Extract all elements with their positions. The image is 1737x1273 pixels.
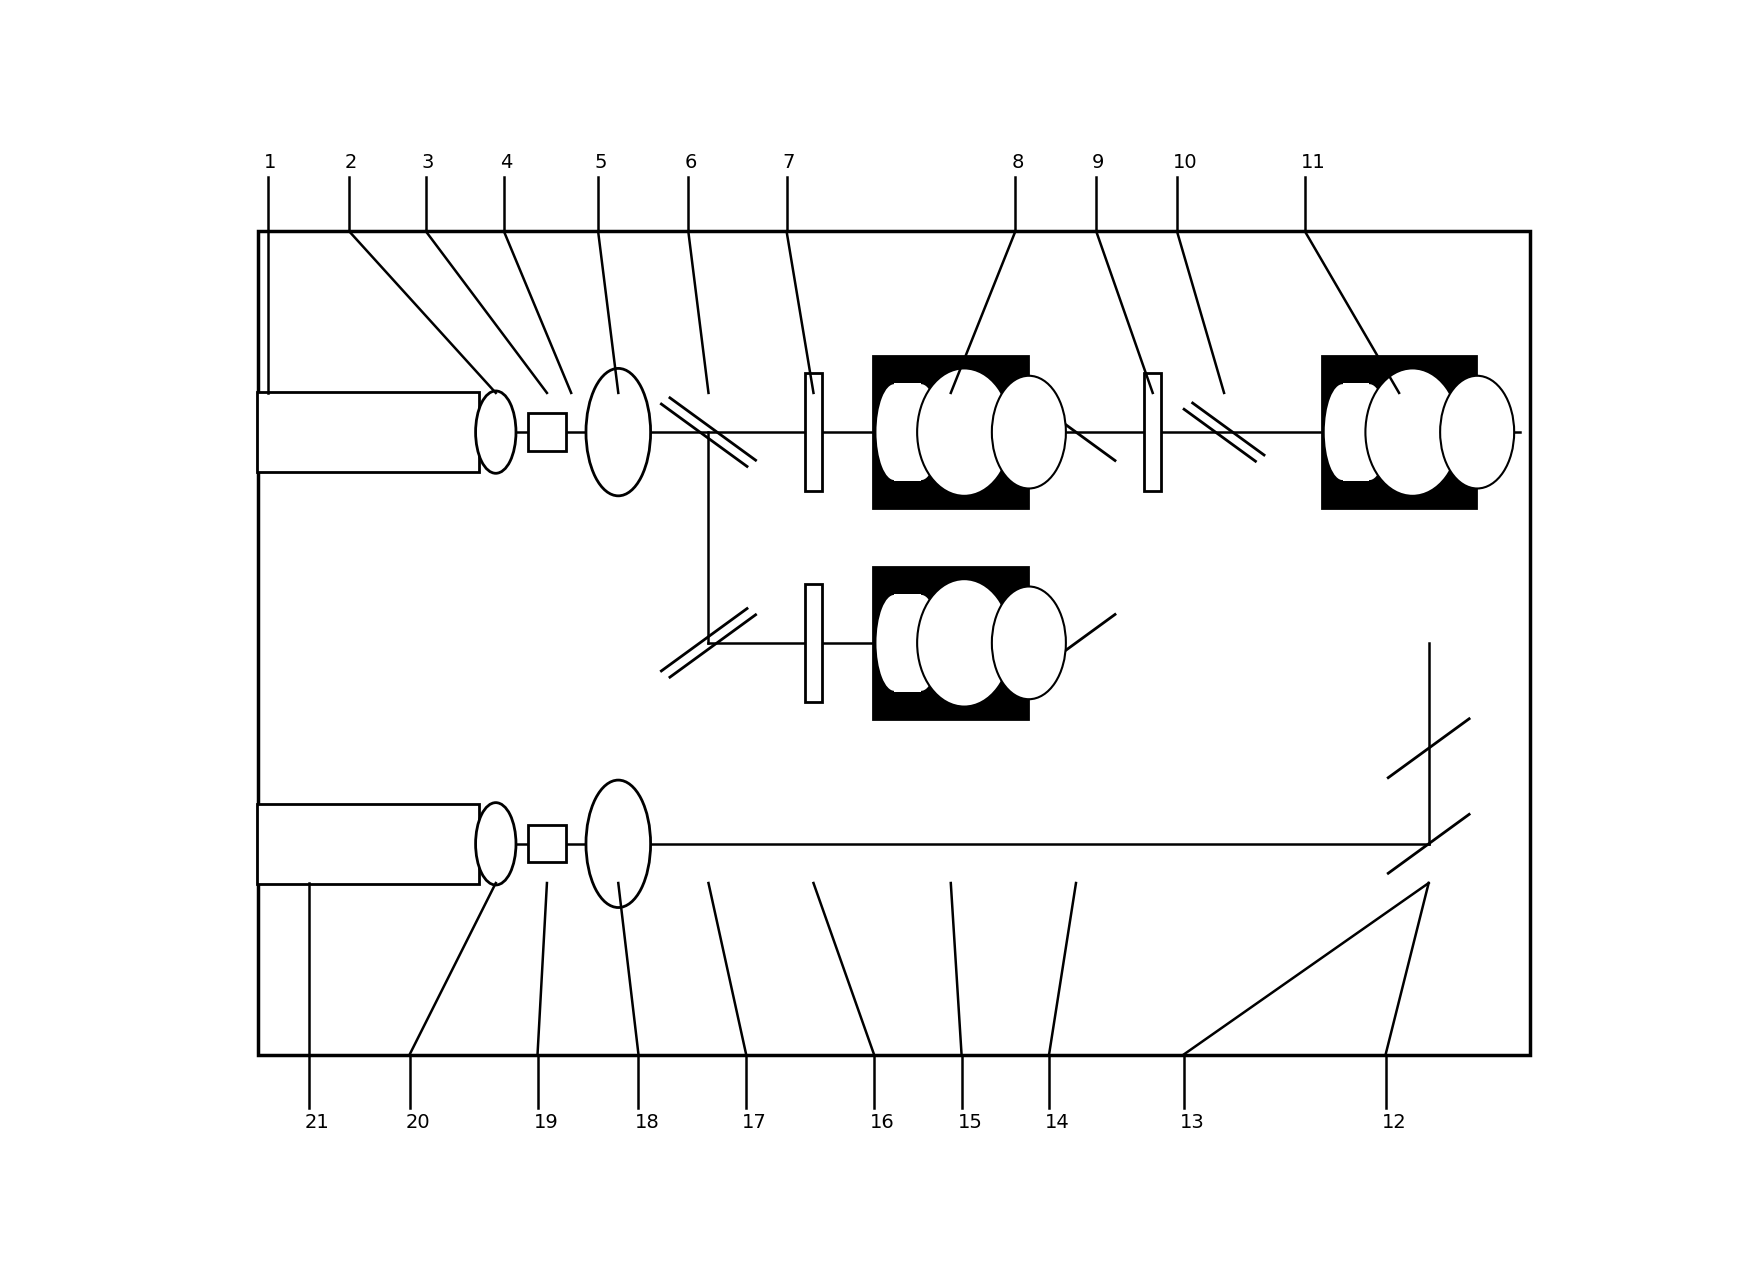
- Text: 8: 8: [1011, 153, 1023, 172]
- Ellipse shape: [917, 579, 1011, 707]
- Text: 20: 20: [406, 1114, 431, 1133]
- Text: 5: 5: [594, 153, 606, 172]
- Text: 1: 1: [264, 153, 276, 172]
- Text: 13: 13: [1179, 1114, 1204, 1133]
- Text: 14: 14: [1046, 1114, 1070, 1133]
- Text: 3: 3: [422, 153, 434, 172]
- Bar: [257, 392, 479, 472]
- Text: 12: 12: [1381, 1114, 1407, 1133]
- Ellipse shape: [1324, 383, 1362, 481]
- Ellipse shape: [875, 383, 914, 481]
- Ellipse shape: [902, 593, 940, 693]
- Bar: [257, 232, 1530, 1054]
- Bar: [874, 356, 1028, 508]
- Bar: [1322, 356, 1476, 508]
- Ellipse shape: [585, 780, 651, 908]
- Text: 18: 18: [634, 1114, 658, 1133]
- Bar: [257, 803, 479, 883]
- Ellipse shape: [917, 368, 1011, 496]
- Ellipse shape: [1365, 368, 1459, 496]
- Text: 9: 9: [1093, 153, 1105, 172]
- Text: 15: 15: [957, 1114, 983, 1133]
- Ellipse shape: [476, 803, 516, 885]
- Text: 7: 7: [782, 153, 796, 172]
- Bar: [528, 825, 566, 862]
- Text: 6: 6: [684, 153, 697, 172]
- Bar: [874, 566, 1028, 719]
- Text: 2: 2: [346, 153, 358, 172]
- Text: 17: 17: [742, 1114, 766, 1133]
- Ellipse shape: [585, 368, 651, 496]
- Bar: [1343, 383, 1369, 481]
- Ellipse shape: [1351, 383, 1388, 481]
- Text: 10: 10: [1172, 153, 1197, 172]
- Ellipse shape: [992, 587, 1067, 699]
- Bar: [528, 414, 566, 451]
- Ellipse shape: [902, 383, 940, 481]
- Bar: [804, 373, 822, 491]
- Bar: [895, 593, 921, 693]
- Bar: [895, 383, 921, 481]
- Bar: [1145, 373, 1162, 491]
- Ellipse shape: [1440, 376, 1515, 489]
- Text: 4: 4: [500, 153, 512, 172]
- Text: 16: 16: [870, 1114, 895, 1133]
- Ellipse shape: [992, 376, 1067, 489]
- Text: 19: 19: [533, 1114, 558, 1133]
- Ellipse shape: [875, 593, 914, 693]
- Text: 11: 11: [1301, 153, 1325, 172]
- Text: 21: 21: [304, 1114, 330, 1133]
- Bar: [804, 584, 822, 701]
- Ellipse shape: [476, 391, 516, 474]
